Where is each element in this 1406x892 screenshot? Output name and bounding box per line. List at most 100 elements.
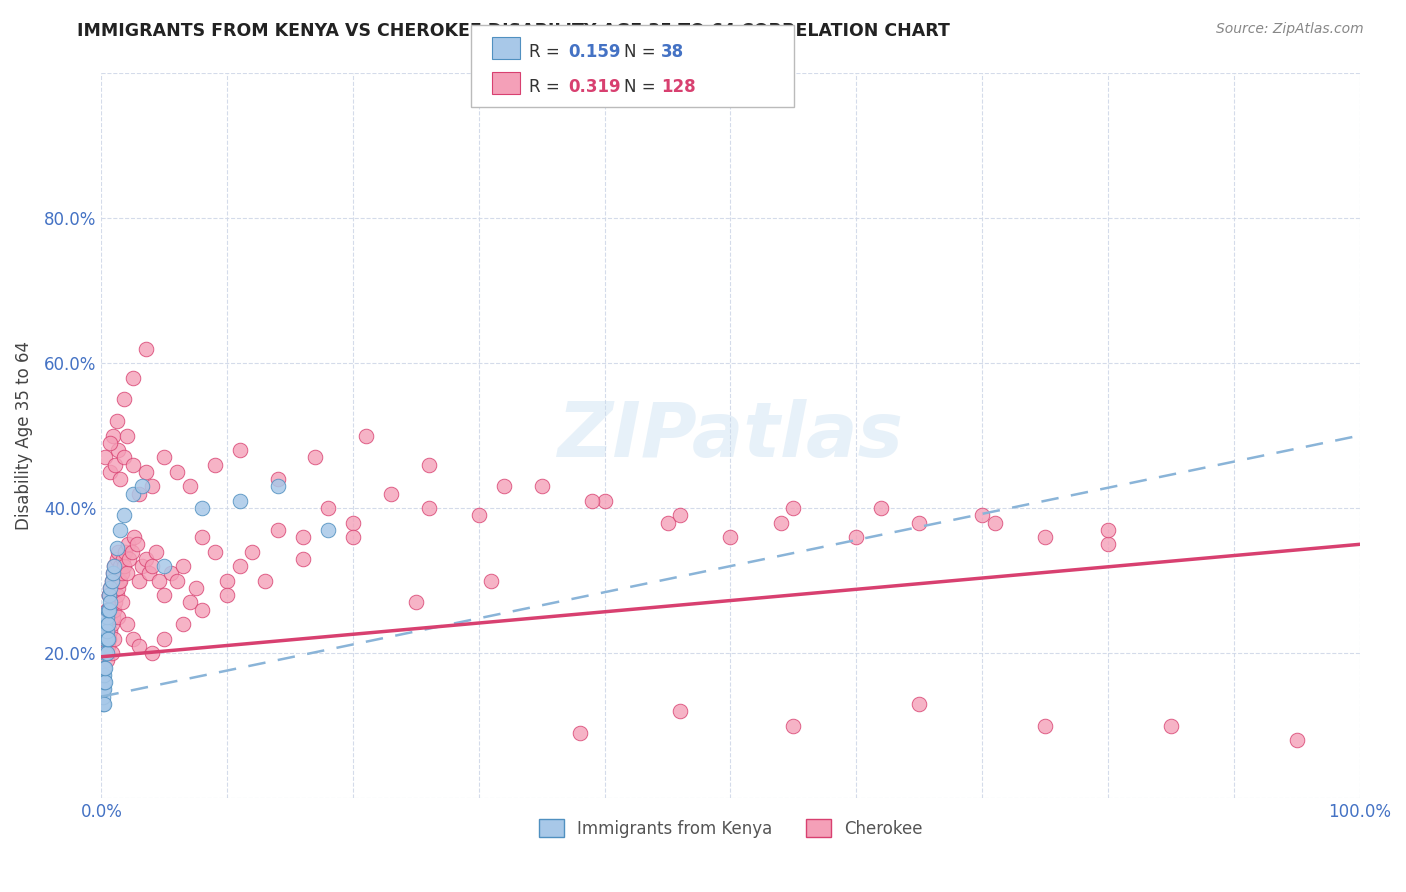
Point <box>105 551 128 566</box>
Point <box>1097 523 1119 537</box>
Point <box>141 479 163 493</box>
Point <box>100 574 122 588</box>
Point <box>983 516 1005 530</box>
Point <box>93 682 115 697</box>
Point <box>100 574 122 588</box>
Point <box>204 458 226 472</box>
Point <box>110 574 132 588</box>
Point <box>107 581 129 595</box>
Point <box>91 668 114 682</box>
Point <box>111 551 134 566</box>
Point <box>122 530 145 544</box>
Point <box>98 465 121 479</box>
Point <box>110 523 132 537</box>
Point <box>118 551 141 566</box>
Point <box>253 574 276 588</box>
Point <box>128 574 150 588</box>
Point <box>94 632 117 646</box>
Point <box>657 516 679 530</box>
Point <box>568 726 591 740</box>
Point <box>141 559 163 574</box>
Point <box>782 718 804 732</box>
Point <box>98 588 121 602</box>
Point <box>191 530 214 544</box>
Point <box>97 617 120 632</box>
Point <box>229 443 252 458</box>
Text: R =: R = <box>529 43 565 61</box>
Point <box>769 516 792 530</box>
Point <box>908 516 931 530</box>
Point <box>122 486 145 500</box>
Point <box>179 595 201 609</box>
Point <box>669 508 692 523</box>
Y-axis label: Disability Age 35 to 64: Disability Age 35 to 64 <box>15 341 32 530</box>
Point <box>101 610 124 624</box>
Point <box>1285 733 1308 747</box>
Text: 38: 38 <box>661 43 683 61</box>
Point <box>153 588 176 602</box>
Point <box>112 450 135 465</box>
Point <box>122 458 145 472</box>
Point <box>134 465 156 479</box>
Point <box>138 566 160 581</box>
Point <box>217 588 239 602</box>
Point <box>98 624 121 639</box>
Point <box>96 632 118 646</box>
Point <box>94 632 117 646</box>
Point <box>105 541 128 555</box>
Point <box>1097 537 1119 551</box>
Point <box>96 617 118 632</box>
Point <box>91 682 114 697</box>
Point <box>103 602 125 616</box>
Text: 0.319: 0.319 <box>568 78 620 95</box>
Legend: Immigrants from Kenya, Cherokee: Immigrants from Kenya, Cherokee <box>531 813 929 844</box>
Point <box>94 617 117 632</box>
Point <box>131 559 153 574</box>
Point <box>131 479 153 493</box>
Point <box>1033 718 1056 732</box>
Point <box>128 486 150 500</box>
Text: ZIPatlas: ZIPatlas <box>558 399 904 473</box>
Point <box>114 544 136 558</box>
Point <box>418 501 440 516</box>
Point <box>217 574 239 588</box>
Point <box>166 465 188 479</box>
Point <box>134 342 156 356</box>
Point <box>159 566 181 581</box>
Point <box>91 697 114 711</box>
Point <box>141 646 163 660</box>
Point <box>110 595 132 609</box>
Point <box>96 602 118 616</box>
Point <box>107 443 129 458</box>
Point <box>145 544 167 558</box>
Point <box>266 472 288 486</box>
Point <box>115 617 138 632</box>
Point <box>172 617 194 632</box>
Point <box>581 493 603 508</box>
Point <box>242 544 264 558</box>
Point <box>204 544 226 558</box>
Point <box>115 428 138 442</box>
Point <box>316 523 339 537</box>
Point <box>97 602 120 616</box>
Point <box>97 632 120 646</box>
Point <box>125 537 148 551</box>
Point <box>107 610 129 624</box>
Point <box>1160 718 1182 732</box>
Point <box>107 544 129 558</box>
Point <box>121 544 143 558</box>
Point <box>110 566 132 581</box>
Text: Source: ZipAtlas.com: Source: ZipAtlas.com <box>1216 22 1364 37</box>
Point <box>153 559 176 574</box>
Point <box>148 574 170 588</box>
Point <box>97 639 120 653</box>
Point <box>94 450 117 465</box>
Point <box>104 595 127 609</box>
Point <box>405 595 427 609</box>
Point <box>191 602 214 616</box>
Point <box>870 501 893 516</box>
Point <box>98 602 121 616</box>
Point <box>316 501 339 516</box>
Point <box>101 428 124 442</box>
Point <box>93 675 115 690</box>
